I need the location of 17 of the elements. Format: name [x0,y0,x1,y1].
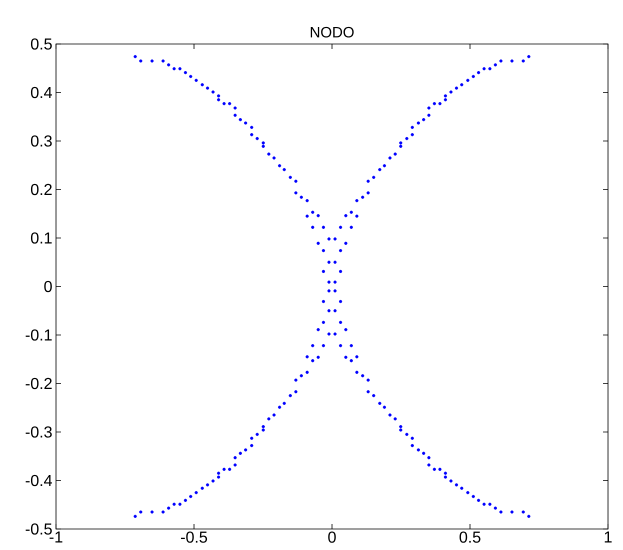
y-tick-label: 0.4 [30,86,52,98]
y-tick-label: -0.1 [26,329,52,341]
x-tick-label: -1 [50,532,62,542]
x-tick-label: -0.5 [180,532,208,543]
y-tick-label: -0.3 [26,426,52,438]
y-tick-label: -0.2 [26,378,52,390]
y-tick-label: -0.5 [26,523,52,535]
chart-title: NODO [310,26,354,38]
y-tick-label: 0.2 [30,184,52,196]
y-tick-label: -0.4 [26,474,52,486]
x-tick-label: 0 [328,532,336,543]
y-tick-label: 0.1 [30,232,52,244]
x-tick-label: 0.5 [460,532,480,543]
y-tick-label: 0.5 [30,38,52,50]
x-tick-label: 1 [604,532,612,542]
y-tick-label: 0.3 [30,135,52,147]
y-tick-label: 0 [44,280,52,292]
